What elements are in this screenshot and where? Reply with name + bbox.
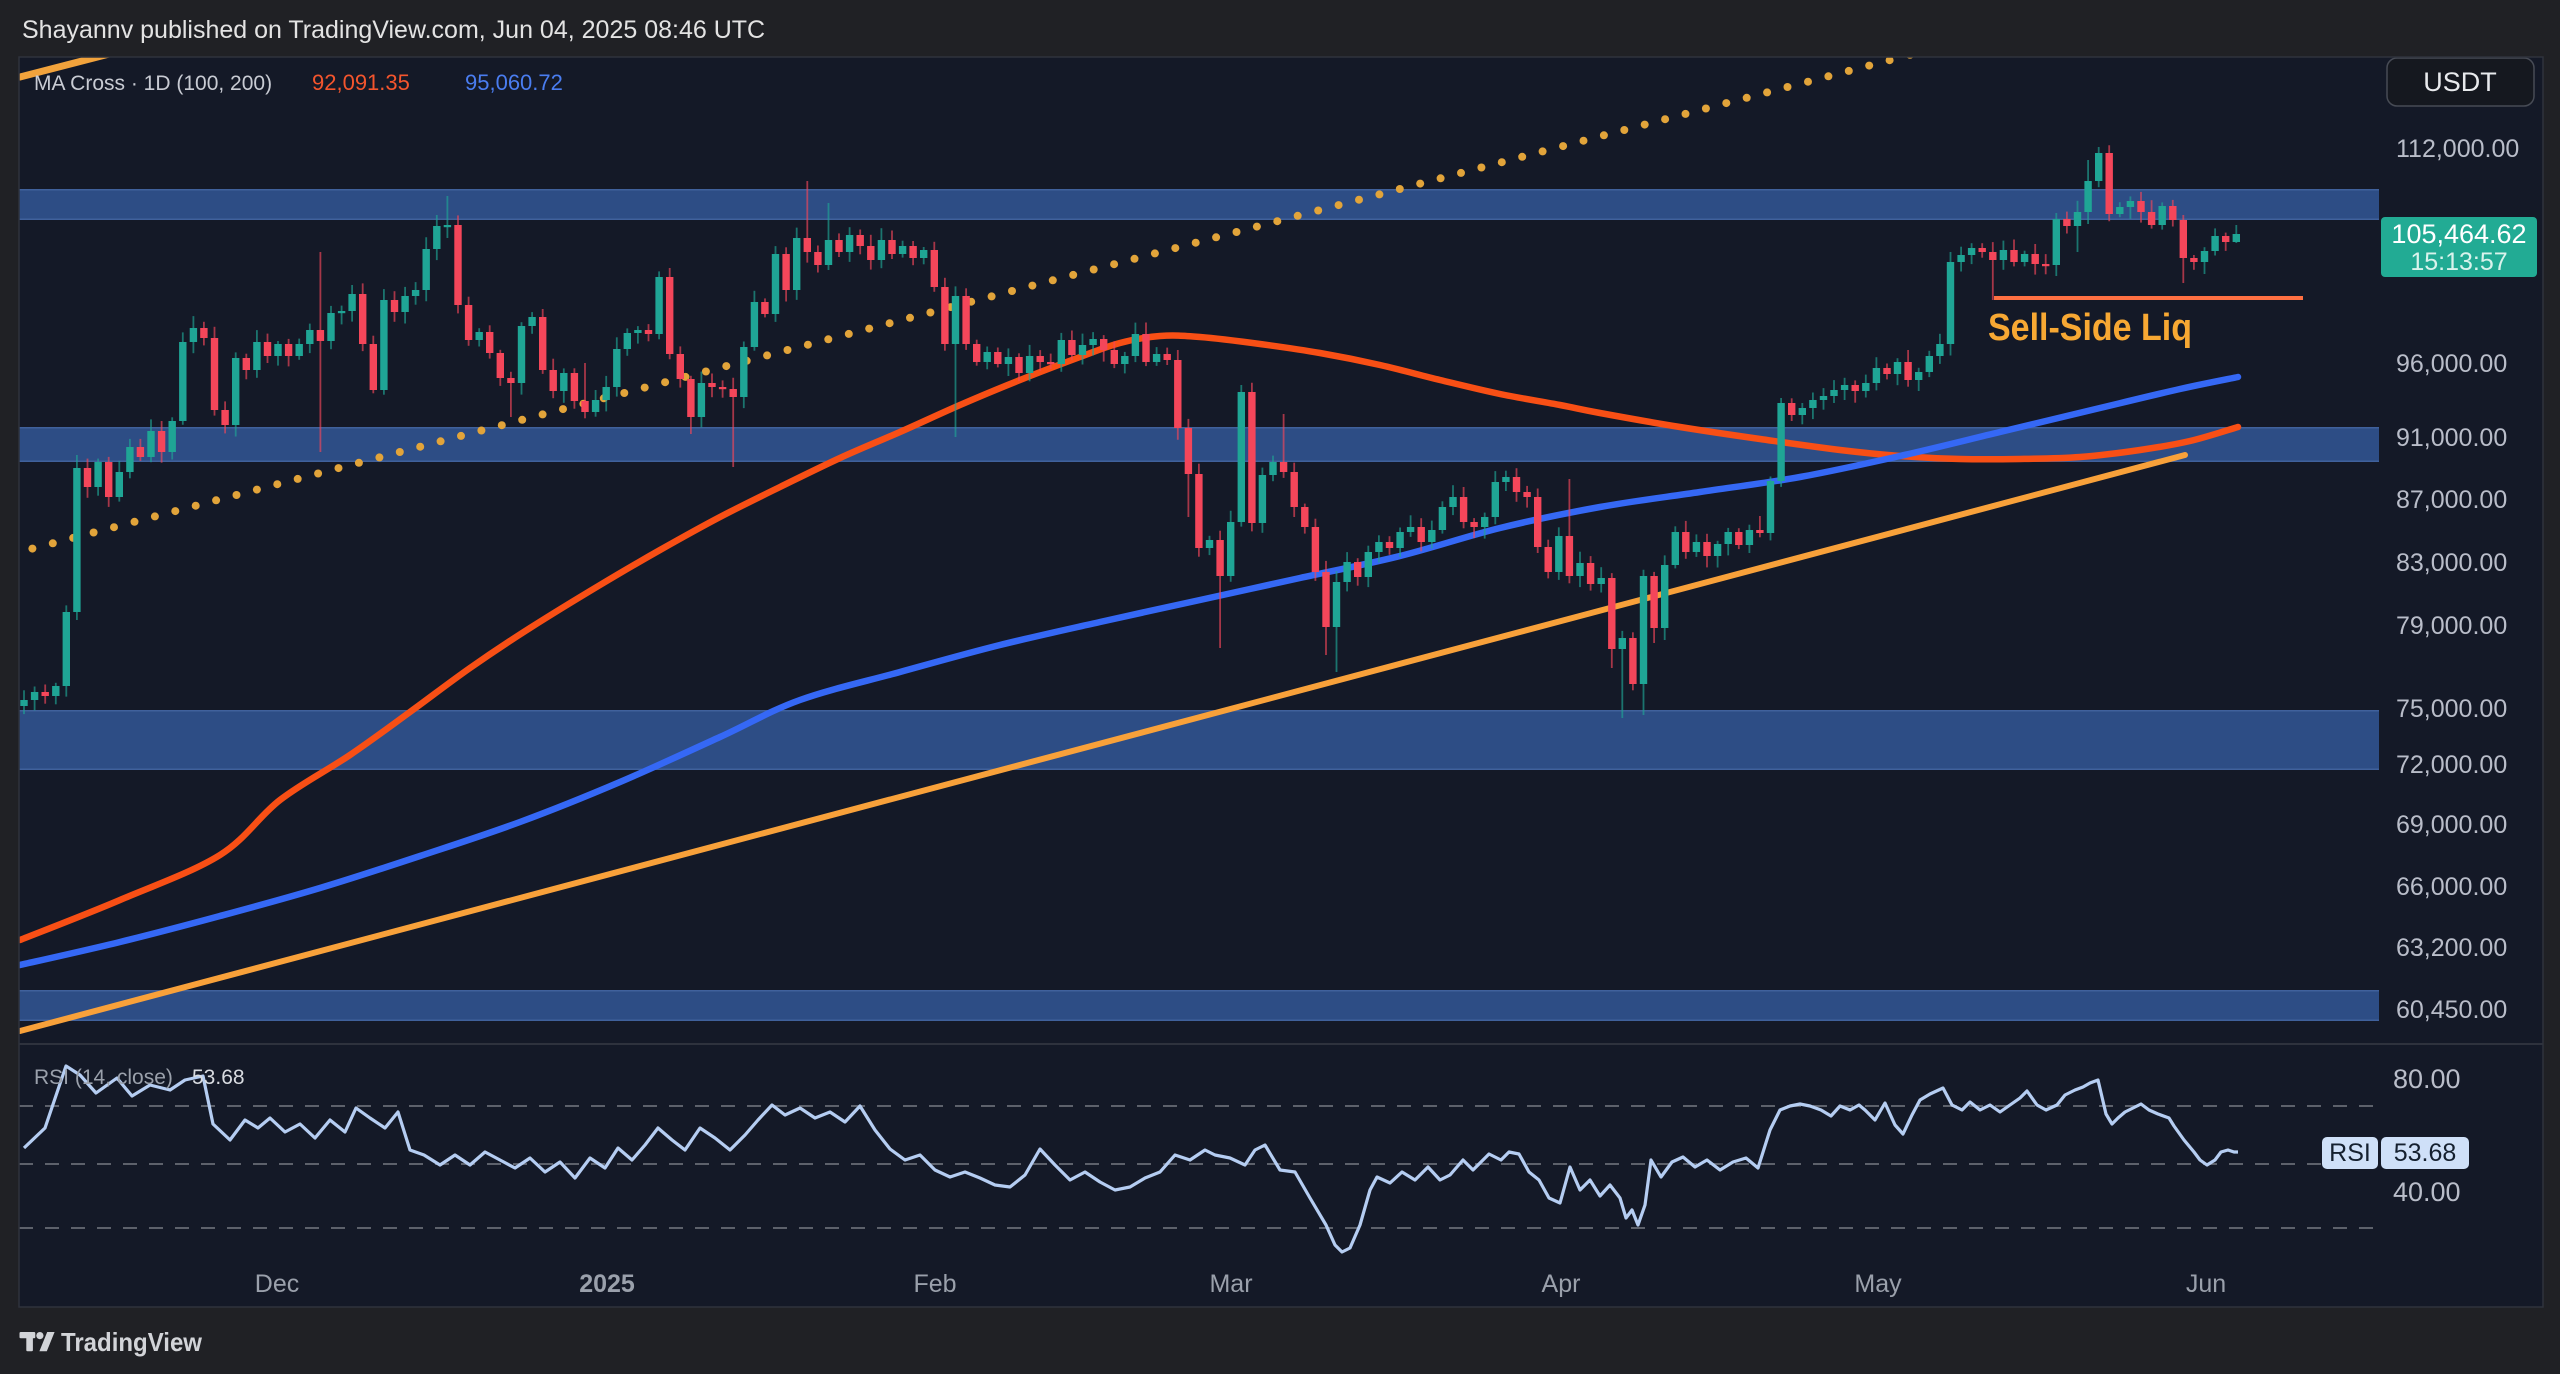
svg-text:MA Cross · 1D (100, 200): MA Cross · 1D (100, 200) — [34, 72, 272, 95]
svg-text:Jun: Jun — [2186, 1270, 2226, 1298]
svg-text:Apr: Apr — [1542, 1270, 1581, 1298]
svg-text:75,000.00: 75,000.00 — [2396, 695, 2507, 723]
svg-text:83,000.00: 83,000.00 — [2396, 549, 2507, 577]
svg-text:87,000.00: 87,000.00 — [2396, 486, 2507, 514]
svg-text:Dec: Dec — [255, 1270, 299, 1298]
svg-text:112,000.00: 112,000.00 — [2396, 135, 2519, 163]
svg-text:53.68: 53.68 — [192, 1066, 245, 1089]
svg-text:92,091.35: 92,091.35 — [312, 70, 410, 95]
svg-text:USDT: USDT — [2423, 67, 2497, 97]
svg-text:2025: 2025 — [579, 1270, 635, 1298]
svg-text:63,200.00: 63,200.00 — [2396, 934, 2507, 962]
svg-text:RSI: RSI — [2329, 1139, 2371, 1167]
svg-text:105,464.62: 105,464.62 — [2391, 219, 2526, 249]
svg-text:72,000.00: 72,000.00 — [2396, 751, 2507, 779]
svg-text:Shayannv published on TradingV: Shayannv published on TradingView.com, J… — [22, 16, 765, 44]
svg-text:Mar: Mar — [1209, 1270, 1252, 1298]
svg-text:80.00: 80.00 — [2393, 1064, 2461, 1094]
svg-text:91,000.00: 91,000.00 — [2396, 424, 2507, 452]
svg-text:95,060.72: 95,060.72 — [465, 70, 563, 95]
svg-text:66,000.00: 66,000.00 — [2396, 873, 2507, 901]
svg-text:60,450.00: 60,450.00 — [2396, 996, 2507, 1024]
svg-text:79,000.00: 79,000.00 — [2396, 612, 2507, 640]
svg-text:15:13:57: 15:13:57 — [2410, 248, 2507, 276]
svg-text:69,000.00: 69,000.00 — [2396, 811, 2507, 839]
svg-text:Sell-Side Liq: Sell-Side Liq — [1988, 307, 2192, 349]
svg-text:Feb: Feb — [913, 1270, 956, 1298]
svg-text:96,000.00: 96,000.00 — [2396, 350, 2507, 378]
svg-text:40.00: 40.00 — [2393, 1177, 2461, 1207]
svg-text:53.68: 53.68 — [2394, 1139, 2457, 1167]
svg-text:RSI (14, close): RSI (14, close) — [34, 1066, 173, 1089]
svg-text:TradingView: TradingView — [61, 1327, 203, 1357]
svg-text:May: May — [1854, 1270, 1902, 1298]
